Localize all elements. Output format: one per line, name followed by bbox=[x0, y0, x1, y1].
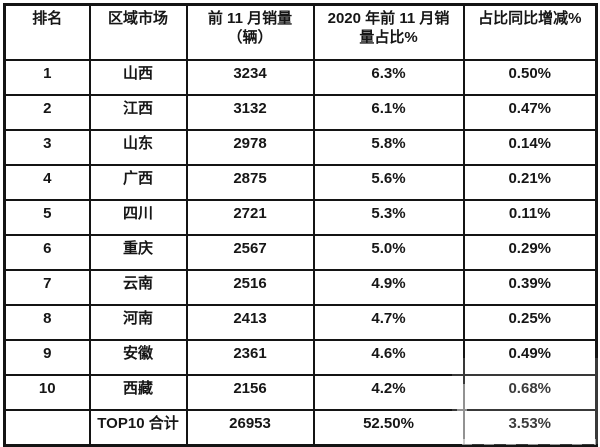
table-cell: 3234 bbox=[185, 59, 315, 96]
table-row: 9 安徽 2361 4.6% 0.49% bbox=[3, 339, 598, 376]
table-cell: 2516 bbox=[185, 269, 315, 306]
table-cell: 4 bbox=[3, 164, 91, 201]
header-cell-rank: 排名 bbox=[3, 3, 91, 61]
table-cell: 0.47% bbox=[462, 94, 598, 131]
header-row: 排名 区域市场 前 11 月销量 （辆） 2020 年前 11 月销 量占比% … bbox=[3, 3, 598, 61]
table-cell: 4.7% bbox=[312, 304, 465, 341]
table-cell: 云南 bbox=[88, 269, 188, 306]
table-cell: 2156 bbox=[185, 374, 315, 411]
table-cell: 8 bbox=[3, 304, 91, 341]
table-cell: 7 bbox=[3, 269, 91, 306]
table-cell: 0.11% bbox=[462, 199, 598, 236]
table-cell: 5.8% bbox=[312, 129, 465, 166]
table-cell: 6.1% bbox=[312, 94, 465, 131]
header-cell-volume: 前 11 月销量 （辆） bbox=[185, 3, 315, 61]
header-cell-yoy: 占比同比增减% bbox=[462, 3, 598, 61]
table-cell: 1 bbox=[3, 59, 91, 96]
table-row: 6 重庆 2567 5.0% 0.29% bbox=[3, 234, 598, 271]
table-cell: 9 bbox=[3, 339, 91, 376]
sales-ranking-table: 排名 区域市场 前 11 月销量 （辆） 2020 年前 11 月销 量占比% … bbox=[3, 3, 598, 447]
table-cell: 安徽 bbox=[88, 339, 188, 376]
table-cell: 3.53% bbox=[462, 409, 598, 447]
table-cell bbox=[3, 409, 91, 447]
table-cell: 2978 bbox=[185, 129, 315, 166]
table-header: 排名 区域市场 前 11 月销量 （辆） 2020 年前 11 月销 量占比% … bbox=[3, 3, 598, 61]
table-cell: 5.6% bbox=[312, 164, 465, 201]
table-cell: 2 bbox=[3, 94, 91, 131]
table-cell: 四川 bbox=[88, 199, 188, 236]
header-cell-share: 2020 年前 11 月销 量占比% bbox=[312, 3, 465, 61]
table-cell: 2721 bbox=[185, 199, 315, 236]
table-cell: 4.9% bbox=[312, 269, 465, 306]
table-row: 4 广西 2875 5.6% 0.21% bbox=[3, 164, 598, 201]
total-row: TOP10 合计 26953 52.50% 3.53% bbox=[3, 409, 598, 447]
table-cell: 2875 bbox=[185, 164, 315, 201]
table-cell: 52.50% bbox=[312, 409, 465, 447]
table-cell: 5.3% bbox=[312, 199, 465, 236]
table-cell: 2413 bbox=[185, 304, 315, 341]
header-cell-region: 区域市场 bbox=[88, 3, 188, 61]
table-cell: 山东 bbox=[88, 129, 188, 166]
table-cell: 0.29% bbox=[462, 234, 598, 271]
table-cell: 重庆 bbox=[88, 234, 188, 271]
table-cell: 2567 bbox=[185, 234, 315, 271]
table-cell: 26953 bbox=[185, 409, 315, 447]
table-cell: 5 bbox=[3, 199, 91, 236]
table-cell: 山西 bbox=[88, 59, 188, 96]
table-row: 3 山东 2978 5.8% 0.14% bbox=[3, 129, 598, 166]
table-cell: 0.50% bbox=[462, 59, 598, 96]
table-cell: 10 bbox=[3, 374, 91, 411]
table-cell: 西藏 bbox=[88, 374, 188, 411]
table-cell: TOP10 合计 bbox=[88, 409, 188, 447]
table-cell: 河南 bbox=[88, 304, 188, 341]
table-cell: 6.3% bbox=[312, 59, 465, 96]
table-cell: 3 bbox=[3, 129, 91, 166]
table-cell: 6 bbox=[3, 234, 91, 271]
table-cell: 5.0% bbox=[312, 234, 465, 271]
table-row: 5 四川 2721 5.3% 0.11% bbox=[3, 199, 598, 236]
table-cell: 0.39% bbox=[462, 269, 598, 306]
table-cell: 4.6% bbox=[312, 339, 465, 376]
table-row: 1 山西 3234 6.3% 0.50% bbox=[3, 59, 598, 96]
table-cell: 广西 bbox=[88, 164, 188, 201]
table-cell: 江西 bbox=[88, 94, 188, 131]
table-row: 8 河南 2413 4.7% 0.25% bbox=[3, 304, 598, 341]
table-cell: 0.25% bbox=[462, 304, 598, 341]
table-cell: 0.68% bbox=[462, 374, 598, 411]
table-row: 7 云南 2516 4.9% 0.39% bbox=[3, 269, 598, 306]
table-row: 2 江西 3132 6.1% 0.47% bbox=[3, 94, 598, 131]
table-cell: 0.49% bbox=[462, 339, 598, 376]
table-cell: 3132 bbox=[185, 94, 315, 131]
table-cell: 4.2% bbox=[312, 374, 465, 411]
table-row: 10 西藏 2156 4.2% 0.68% bbox=[3, 374, 598, 411]
table-cell: 2361 bbox=[185, 339, 315, 376]
table-cell: 0.14% bbox=[462, 129, 598, 166]
table-cell: 0.21% bbox=[462, 164, 598, 201]
table-body: 1 山西 3234 6.3% 0.50% 2 江西 3132 6.1% 0.47% 3 山东 2978 5… bbox=[3, 59, 598, 447]
